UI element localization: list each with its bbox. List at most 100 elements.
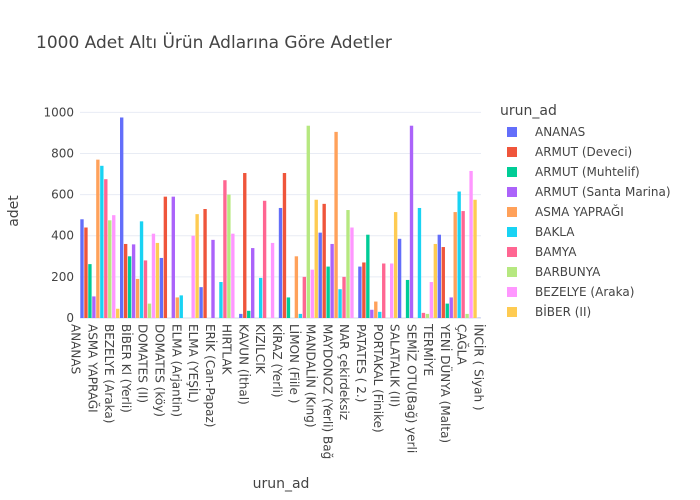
bar[interactable] <box>88 264 92 318</box>
bar[interactable] <box>370 309 374 318</box>
bar[interactable] <box>92 296 96 318</box>
bar[interactable] <box>262 200 267 318</box>
bar[interactable] <box>227 194 231 318</box>
bar[interactable] <box>195 214 199 318</box>
bar[interactable] <box>127 256 132 318</box>
bar[interactable] <box>175 297 179 318</box>
bar[interactable] <box>116 308 120 318</box>
bar[interactable] <box>425 313 430 318</box>
bar[interactable] <box>135 278 140 318</box>
bar[interactable] <box>393 212 398 318</box>
bar[interactable] <box>445 303 449 318</box>
bar[interactable] <box>199 287 203 318</box>
bar[interactable] <box>155 242 160 318</box>
bar[interactable] <box>231 233 235 318</box>
bar[interactable] <box>80 219 84 318</box>
bar[interactable] <box>397 238 402 318</box>
bar[interactable] <box>326 266 330 318</box>
bar[interactable] <box>362 262 366 318</box>
legend-item[interactable]: BAMYA <box>497 242 700 262</box>
y-tick-label: 0 <box>66 311 74 325</box>
bar[interactable] <box>457 191 461 318</box>
bar[interactable] <box>112 215 116 318</box>
bar[interactable] <box>298 313 303 318</box>
bar[interactable] <box>417 207 422 318</box>
bar[interactable] <box>433 243 438 318</box>
bar[interactable] <box>437 234 441 318</box>
bar[interactable] <box>465 313 469 318</box>
bar[interactable] <box>378 311 382 318</box>
legend-item[interactable]: ASMA YAPRAĞI <box>497 202 700 222</box>
legend-item[interactable]: ARMUT (Deveci) <box>497 142 700 162</box>
bar[interactable] <box>223 180 227 318</box>
bar[interactable] <box>270 242 275 318</box>
bar[interactable] <box>258 277 263 318</box>
bar[interactable] <box>405 279 410 318</box>
legend-item[interactable]: BAKLA <box>497 222 700 242</box>
bar[interactable] <box>84 227 88 318</box>
bar[interactable] <box>294 256 299 318</box>
bar[interactable] <box>306 125 310 319</box>
bar[interactable] <box>429 282 434 318</box>
bar[interactable] <box>449 297 453 318</box>
bar[interactable] <box>131 244 136 318</box>
bar[interactable] <box>469 170 473 318</box>
bar[interactable] <box>251 248 255 318</box>
bar[interactable] <box>286 297 291 318</box>
bar[interactable] <box>243 173 247 318</box>
bar[interactable] <box>350 227 354 318</box>
bar[interactable] <box>108 220 112 318</box>
bar[interactable] <box>211 239 215 318</box>
legend-item[interactable]: ARMUT (Muhtelif) <box>497 162 700 182</box>
bar[interactable] <box>278 207 283 318</box>
bar[interactable] <box>389 263 394 319</box>
x-tick-label: DOMATES (köy) <box>152 324 166 417</box>
bar[interactable] <box>151 233 156 318</box>
bar[interactable] <box>346 210 350 318</box>
bar[interactable] <box>318 232 322 318</box>
bar[interactable] <box>334 131 338 318</box>
bar[interactable] <box>302 276 306 318</box>
bar[interactable] <box>239 313 243 318</box>
bar[interactable] <box>143 260 148 318</box>
bar[interactable] <box>191 235 195 318</box>
bar[interactable] <box>453 212 457 318</box>
bar[interactable] <box>338 289 342 318</box>
bar[interactable] <box>104 179 108 318</box>
bar[interactable] <box>123 243 128 318</box>
bar[interactable] <box>409 125 414 319</box>
bar[interactable] <box>322 203 326 318</box>
bar[interactable] <box>120 117 124 318</box>
bar[interactable] <box>179 295 183 318</box>
bar[interactable] <box>247 310 251 318</box>
legend-label: BARBUNYA <box>535 265 601 279</box>
bar[interactable] <box>358 266 362 318</box>
bar[interactable] <box>171 196 175 318</box>
bar[interactable] <box>159 257 164 318</box>
bar[interactable] <box>139 221 144 318</box>
bar[interactable] <box>421 312 426 318</box>
bar[interactable] <box>473 199 477 318</box>
bar[interactable] <box>342 276 346 318</box>
legend-item[interactable]: BEZELYE (Araka) <box>497 282 700 302</box>
bar[interactable] <box>219 282 223 318</box>
legend-item[interactable]: BİBER (II) <box>497 302 700 318</box>
bar[interactable] <box>330 243 334 318</box>
bar[interactable] <box>100 165 104 318</box>
bar[interactable] <box>96 159 100 318</box>
legend-item[interactable]: ANANAS <box>497 122 700 142</box>
x-tick-label: LİMON (Fiile ) <box>287 324 302 403</box>
bar[interactable] <box>461 211 465 318</box>
bar[interactable] <box>441 247 445 318</box>
bar[interactable] <box>314 199 318 318</box>
bar[interactable] <box>147 303 152 318</box>
bar[interactable] <box>382 263 386 319</box>
bar[interactable] <box>310 269 314 318</box>
legend-item[interactable]: ARMUT (Santa Marina) <box>497 182 700 202</box>
bar[interactable] <box>282 173 287 318</box>
bar[interactable] <box>163 196 168 318</box>
legend-item[interactable]: BARBUNYA <box>497 262 700 282</box>
bar[interactable] <box>366 234 370 318</box>
bar[interactable] <box>203 209 207 318</box>
bar[interactable] <box>374 301 378 318</box>
